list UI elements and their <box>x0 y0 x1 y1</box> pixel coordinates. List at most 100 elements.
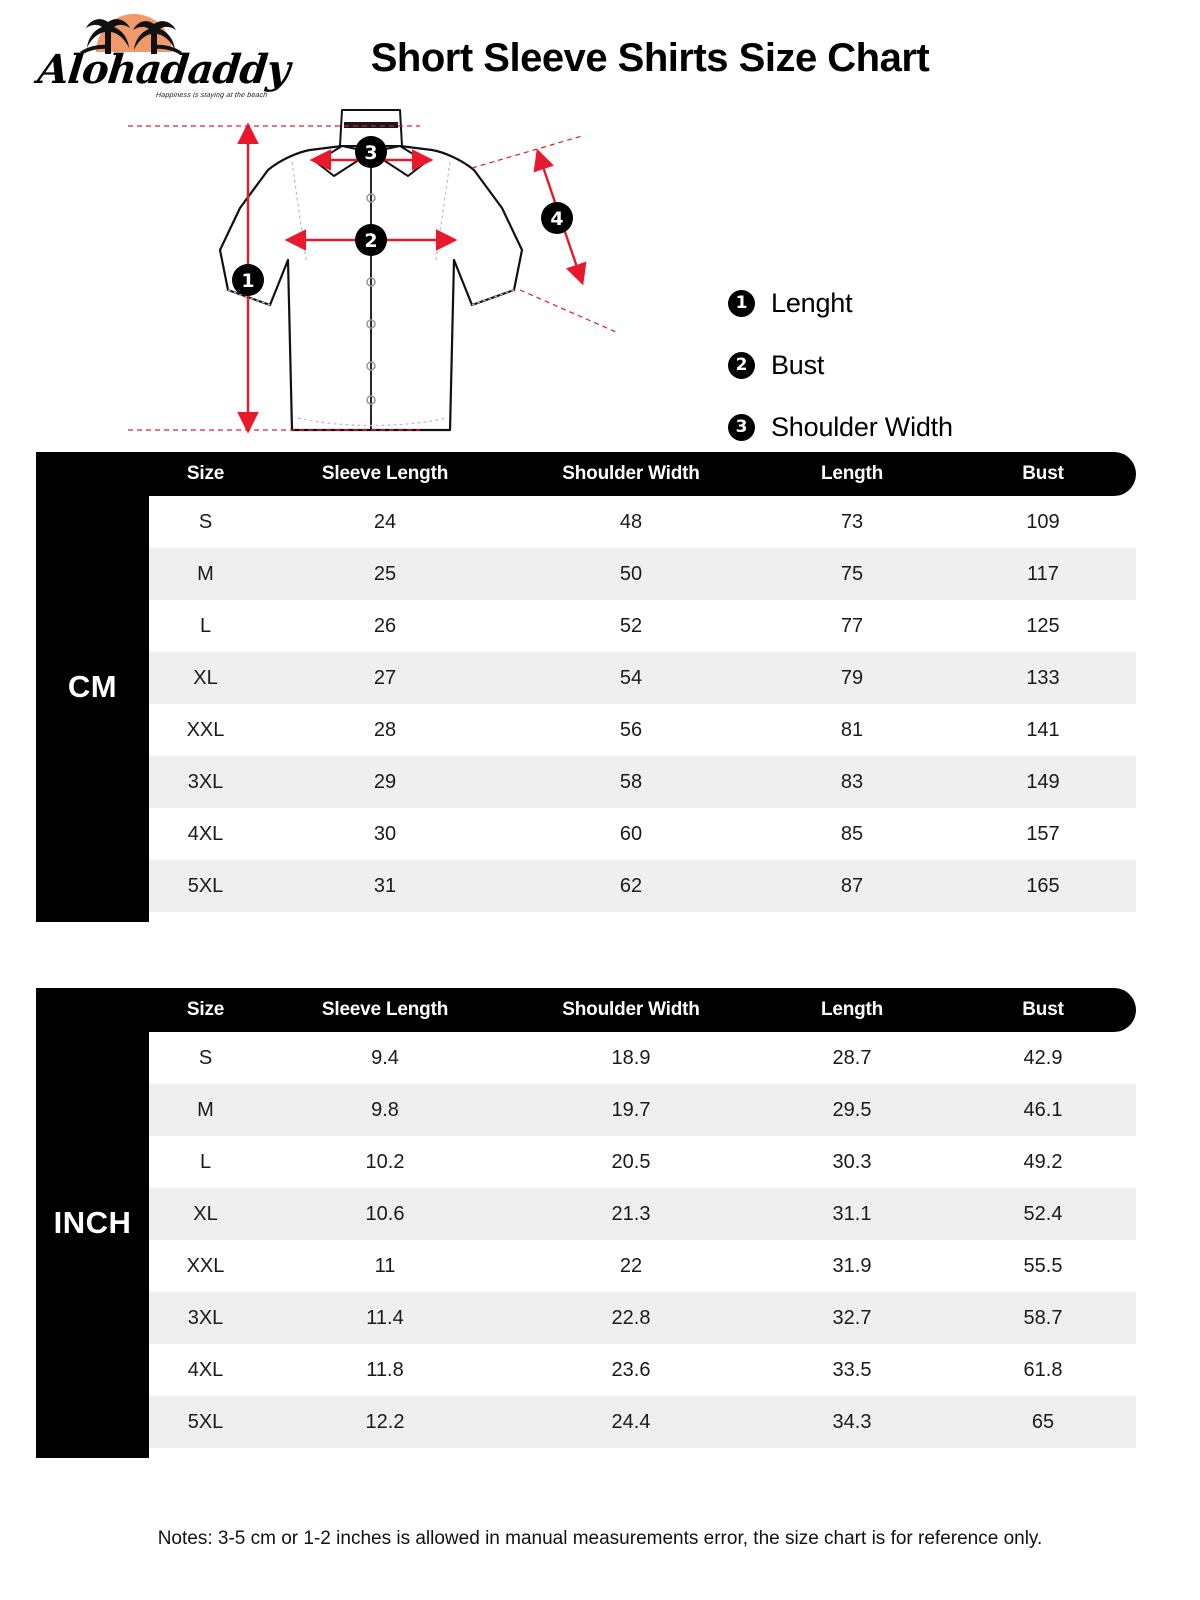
cell-value: 52.4 <box>950 1188 1136 1240</box>
col-header-size: Size <box>149 988 262 1032</box>
cell-value: 87 <box>754 860 950 912</box>
notes-text: Notes: 3-5 cm or 1-2 inches is allowed i… <box>157 1528 1043 1549</box>
cell-value: 83 <box>754 756 950 808</box>
cell-value: 11 <box>262 1240 508 1292</box>
table-row: 4XL 30 60 85 157 <box>149 808 1136 860</box>
cell-value: 18.9 <box>508 1032 754 1084</box>
table-row: 3XL 11.4 22.8 32.7 58.7 <box>149 1292 1136 1344</box>
table-header-row: Size Sleeve Length Shoulder Width Length… <box>149 988 1136 1032</box>
cell-value: 24 <box>262 496 508 548</box>
inch-measurements-table: Size Sleeve Length Shoulder Width Length… <box>149 988 1136 1448</box>
table-row: 3XL 29 58 83 149 <box>149 756 1136 808</box>
cell-size: 3XL <box>149 756 262 808</box>
size-table-inch: INCH Size Sleeve Length Shoulder Width L… <box>36 988 1136 1458</box>
cell-value: 58.7 <box>950 1292 1136 1344</box>
cell-value: 28 <box>262 704 508 756</box>
table-row: XXL 11 22 31.9 55.5 <box>149 1240 1136 1292</box>
cell-value: 109 <box>950 496 1136 548</box>
cell-value: 30 <box>262 808 508 860</box>
legend-label-3: Shoulder Width <box>771 411 953 442</box>
cell-value: 25 <box>262 548 508 600</box>
cell-value: 75 <box>754 548 950 600</box>
cell-value: 73 <box>754 496 950 548</box>
cell-size: M <box>149 548 262 600</box>
table-row: M 25 50 75 117 <box>149 548 1136 600</box>
col-header-bust: Bust <box>950 452 1136 496</box>
cell-value: 46.1 <box>950 1084 1136 1136</box>
cell-value: 19.7 <box>508 1084 754 1136</box>
table-row: XL 27 54 79 133 <box>149 652 1136 704</box>
col-header-bust: Bust <box>950 988 1136 1032</box>
cell-value: 22.8 <box>508 1292 754 1344</box>
cell-value: 31.1 <box>754 1188 950 1240</box>
table-row: S 9.4 18.9 28.7 42.9 <box>149 1032 1136 1084</box>
cell-value: 61.8 <box>950 1344 1136 1396</box>
cell-size: S <box>149 496 262 548</box>
cell-value: 20.5 <box>508 1136 754 1188</box>
diagram-marker-3: 3 <box>355 136 387 168</box>
cell-value: 141 <box>950 704 1136 756</box>
cell-value: 31.9 <box>754 1240 950 1292</box>
cell-value: 79 <box>754 652 950 704</box>
cell-value: 48 <box>508 496 754 548</box>
measurement-diagram: 1 2 3 4 1 Lenght 2 Bust 3 Shoulder Width <box>0 100 1200 504</box>
table-row: XL 10.6 21.3 31.1 52.4 <box>149 1188 1136 1240</box>
table-row: XXL 28 56 81 141 <box>149 704 1136 756</box>
legend-label-1: Lenght <box>771 287 853 318</box>
cell-value: 28.7 <box>754 1032 950 1084</box>
cell-value: 55.5 <box>950 1240 1136 1292</box>
legend-label-2: Bust <box>771 349 825 380</box>
cell-value: 33.5 <box>754 1344 950 1396</box>
inch-table-body: S 9.4 18.9 28.7 42.9 M 9.8 19.7 29.5 46.1 L 10.2 20.… <box>149 1032 1136 1448</box>
cell-size: XL <box>149 1188 262 1240</box>
cell-value: 34.3 <box>754 1396 950 1448</box>
cell-value: 125 <box>950 600 1136 652</box>
cell-value: 30.3 <box>754 1136 950 1188</box>
cell-size: XXL <box>149 1240 262 1292</box>
cell-value: 12.2 <box>262 1396 508 1448</box>
cell-value: 62 <box>508 860 754 912</box>
cell-value: 26 <box>262 600 508 652</box>
page-title: Short Sleeve Shirts Size Chart <box>370 36 930 80</box>
cell-value: 165 <box>950 860 1136 912</box>
table-row: L 10.2 20.5 30.3 49.2 <box>149 1136 1136 1188</box>
brand-wordmark: Alohadaddy <box>35 46 292 93</box>
cell-value: 77 <box>754 600 950 652</box>
cell-size: 3XL <box>149 1292 262 1344</box>
cell-value: 52 <box>508 600 754 652</box>
cell-value: 29 <box>262 756 508 808</box>
col-header-shoulder: Shoulder Width <box>508 988 754 1032</box>
legend-item-length: 1 Lenght <box>728 272 953 334</box>
svg-text:1: 1 <box>241 270 254 292</box>
col-header-length: Length <box>754 988 950 1032</box>
legend-badge-1: 1 <box>728 289 755 317</box>
legend-badge-3: 3 <box>728 413 755 441</box>
cm-measurements-table: Size Sleeve Length Shoulder Width Length… <box>149 452 1136 912</box>
cell-value: 133 <box>950 652 1136 704</box>
diagram-marker-4: 4 <box>541 202 573 234</box>
cell-value: 32.7 <box>754 1292 950 1344</box>
page-header: Alohadaddy Happiness is staying at the b… <box>0 0 1200 112</box>
cell-value: 54 <box>508 652 754 704</box>
table-row: S 24 48 73 109 <box>149 496 1136 548</box>
diagram-marker-1: 1 <box>232 264 264 296</box>
cell-value: 29.5 <box>754 1084 950 1136</box>
cell-value: 42.9 <box>950 1032 1136 1084</box>
cell-size: S <box>149 1032 262 1084</box>
cm-table-body: S 24 48 73 109 M 25 50 75 117 L 26 52 77 125 XL 27 54 79 13… <box>149 496 1136 912</box>
legend-item-shoulder-width: 3 Shoulder Width <box>728 396 953 458</box>
cell-value: 50 <box>508 548 754 600</box>
cell-size: 5XL <box>149 1396 262 1448</box>
cell-value: 49.2 <box>950 1136 1136 1188</box>
col-header-shoulder: Shoulder Width <box>508 452 754 496</box>
cell-size: 5XL <box>149 860 262 912</box>
size-table-cm: CM Size Sleeve Length Shoulder Width Len… <box>36 452 1136 922</box>
table-row: 5XL 12.2 24.4 34.3 65 <box>149 1396 1136 1448</box>
cell-size: L <box>149 600 262 652</box>
unit-label-inch: INCH <box>36 988 149 1458</box>
cell-value: 117 <box>950 548 1136 600</box>
brand-tagline: Happiness is staying at the beach <box>155 92 268 99</box>
cell-value: 22 <box>508 1240 754 1292</box>
cell-size: 4XL <box>149 808 262 860</box>
palm-sun-icon <box>80 14 182 54</box>
